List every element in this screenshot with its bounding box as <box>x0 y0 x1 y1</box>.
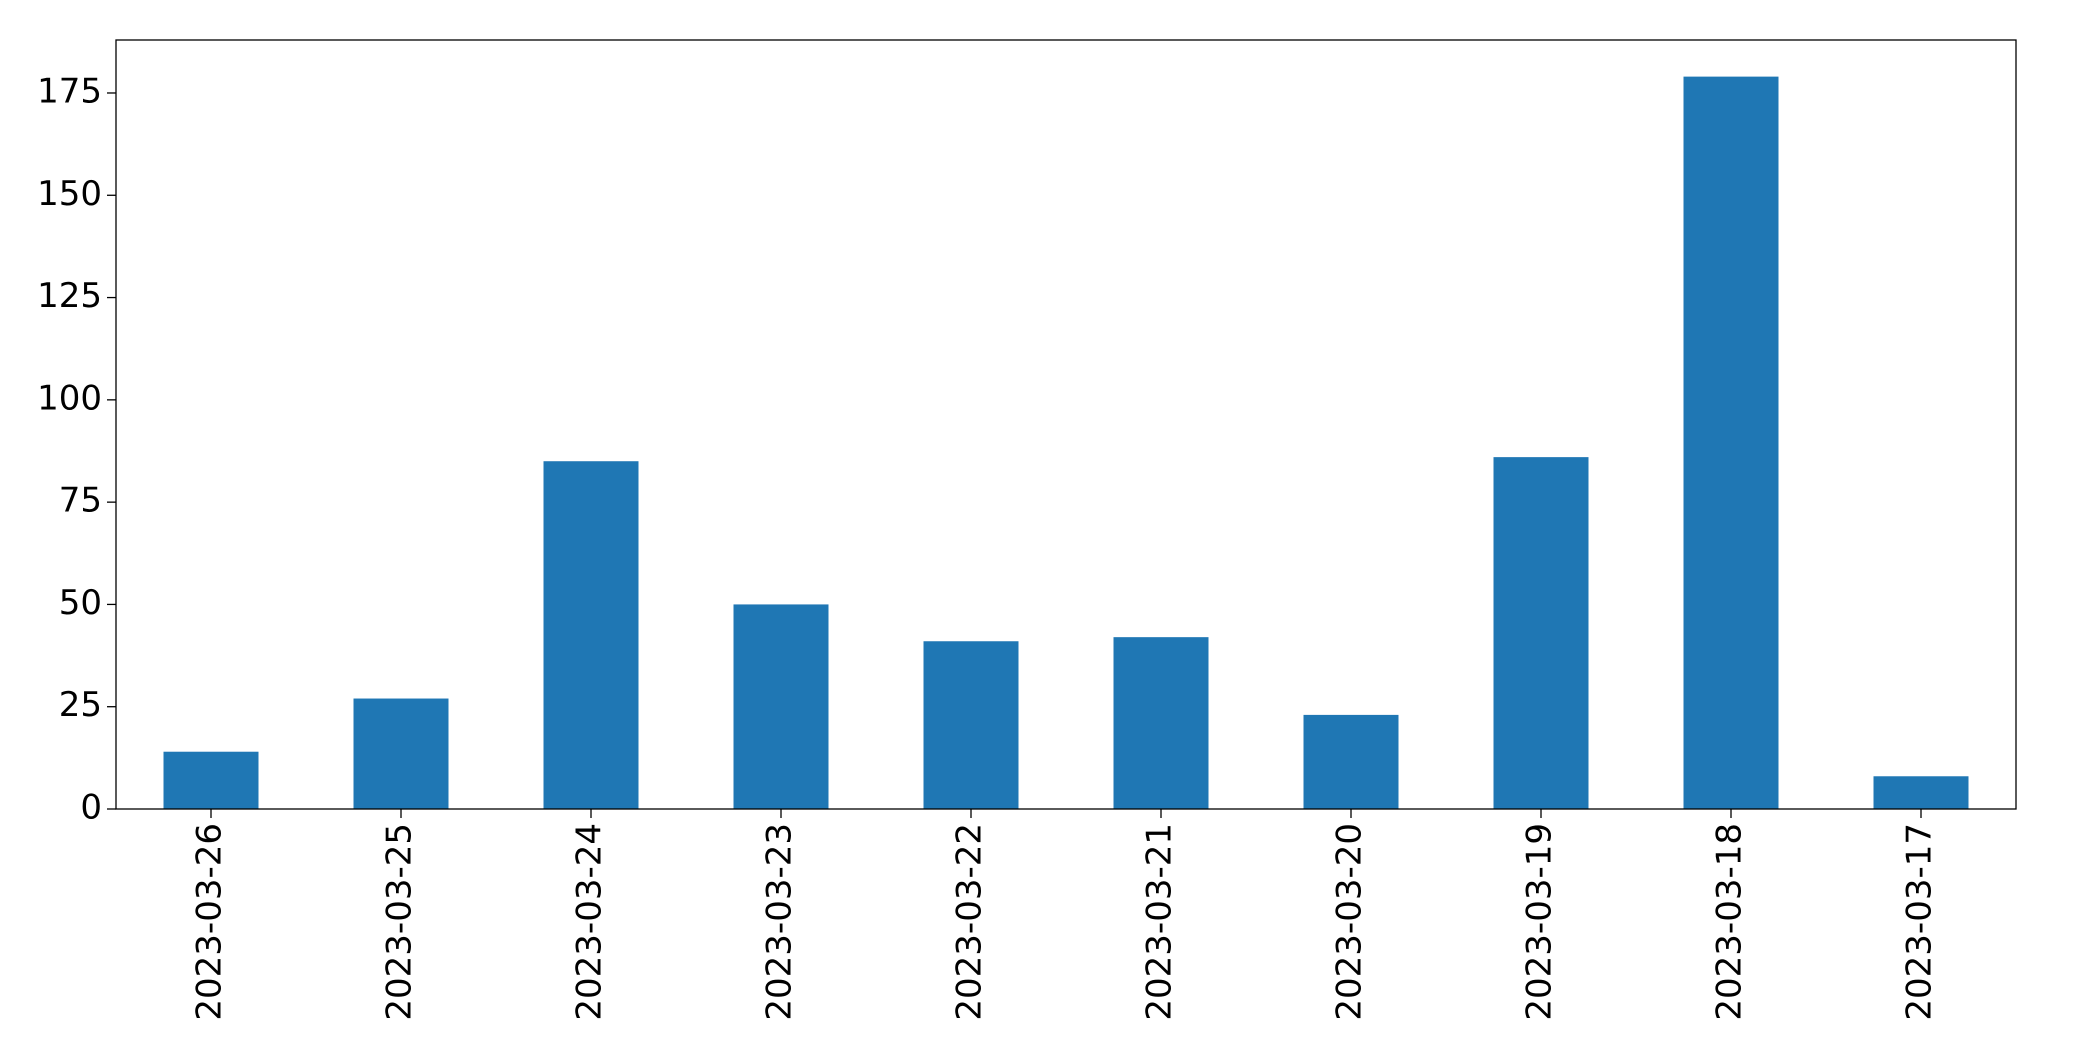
y-tick-label: 175 <box>37 71 102 111</box>
y-tick-label: 100 <box>37 378 102 418</box>
y-tick-label: 0 <box>80 788 102 828</box>
bar <box>733 604 829 809</box>
y-tick-label: 25 <box>59 685 102 725</box>
bar <box>1303 714 1399 809</box>
bar <box>1873 776 1969 809</box>
x-tick-label: 2023-03-24 <box>570 823 610 1021</box>
y-tick-label: 125 <box>37 276 102 316</box>
x-tick-label: 2023-03-25 <box>380 823 420 1021</box>
plot-frame <box>115 39 2017 810</box>
x-tick-label: 2023-03-26 <box>190 823 230 1021</box>
x-tick-label: 2023-03-23 <box>760 823 800 1021</box>
y-tick-label: 75 <box>59 481 102 521</box>
bar <box>923 641 1019 809</box>
bar <box>1113 637 1209 809</box>
x-tick-label: 2023-03-21 <box>1140 823 1180 1021</box>
bar <box>1493 457 1589 809</box>
x-tick-label: 2023-03-20 <box>1330 823 1370 1021</box>
x-tick-label: 2023-03-19 <box>1520 823 1560 1021</box>
x-tick-label: 2023-03-18 <box>1710 823 1750 1021</box>
y-tick-label: 50 <box>59 583 102 623</box>
x-tick-label: 2023-03-22 <box>950 823 990 1021</box>
y-tick-label: 150 <box>37 174 102 214</box>
bar <box>353 698 449 809</box>
bar <box>1683 76 1779 810</box>
bar <box>163 751 259 809</box>
x-tick-label: 2023-03-17 <box>1900 823 1940 1021</box>
bar <box>543 461 639 809</box>
